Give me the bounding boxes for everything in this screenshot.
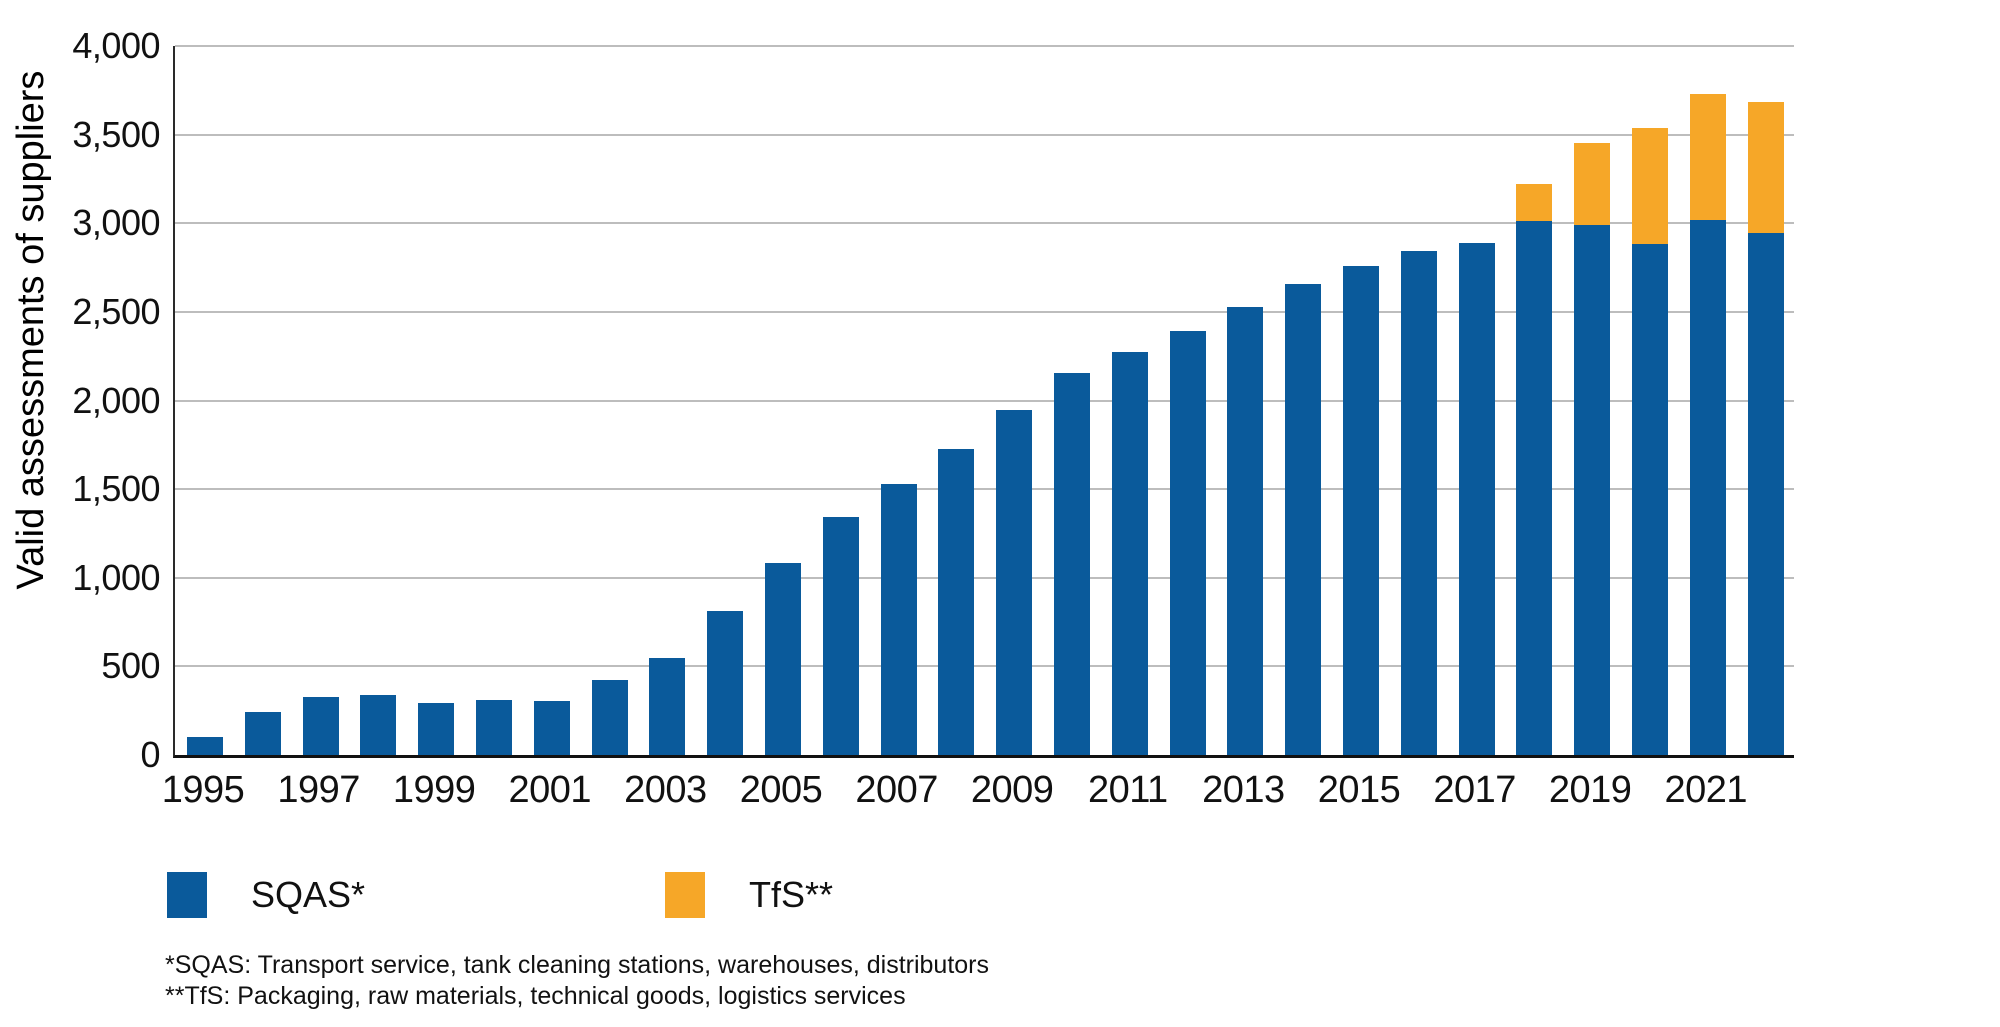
y-tick-label: 2,000 xyxy=(72,379,160,421)
y-tick-label: 500 xyxy=(101,645,160,687)
footnote-tfs: **TfS: Packaging, raw materials, technic… xyxy=(165,982,906,1010)
bar-2002-sqas xyxy=(591,679,628,755)
x-tick-label: 2001 xyxy=(508,769,592,811)
y-tick-label: 1,500 xyxy=(72,468,160,510)
tfs-color-swatch xyxy=(665,872,706,918)
y-tick-label: 1,000 xyxy=(72,556,160,598)
gridline xyxy=(175,576,1794,579)
bar-2003-sqas xyxy=(649,658,686,755)
bar-2009-sqas xyxy=(996,410,1033,755)
bar-2006-sqas xyxy=(822,516,859,755)
legend: SQAS* TfS** xyxy=(167,872,833,918)
x-tick-label: 2005 xyxy=(739,769,823,811)
bar-2005-sqas xyxy=(765,562,801,755)
gridline xyxy=(175,665,1794,668)
legend-label-sqas: SQAS* xyxy=(251,874,366,915)
footnote-sqas: *SQAS: Transport service, tank cleaning … xyxy=(165,951,989,979)
bar-1996-sqas xyxy=(244,712,281,755)
x-tick-label: 2009 xyxy=(970,769,1054,811)
bar-2019-tfs xyxy=(1574,142,1611,226)
x-tick-label: 2003 xyxy=(624,769,707,811)
footnotes: *SQAS: Transport service, tank cleaning … xyxy=(165,950,989,1012)
x-tick-label: 1997 xyxy=(277,769,360,811)
bar-2020-sqas xyxy=(1632,243,1668,755)
plot-area xyxy=(173,45,1794,758)
x-tick-label: 2011 xyxy=(1087,769,1168,811)
bar-2015-sqas xyxy=(1343,265,1379,755)
bar-1995-sqas xyxy=(187,737,223,755)
bar-2018-tfs xyxy=(1516,184,1553,222)
bar-2001-sqas xyxy=(533,700,570,755)
x-tick-label: 2015 xyxy=(1317,769,1401,811)
bar-2018-sqas xyxy=(1516,221,1553,755)
gridline xyxy=(175,488,1794,491)
x-tick-label: 2021 xyxy=(1664,769,1748,811)
bar-1999-sqas xyxy=(418,702,455,755)
legend-item-tfs: TfS** xyxy=(665,872,833,918)
x-tick-label: 1995 xyxy=(161,769,245,811)
x-tick-label: 1999 xyxy=(392,769,476,811)
bar-2022-sqas xyxy=(1747,233,1784,755)
gridline xyxy=(175,45,1794,47)
bar-2016-sqas xyxy=(1400,250,1437,755)
x-tick-label: 2017 xyxy=(1433,769,1516,811)
y-tick-label: 3,000 xyxy=(72,202,160,244)
bar-2019-sqas xyxy=(1574,225,1611,755)
gridline xyxy=(175,399,1794,402)
y-tick-label: 3,500 xyxy=(72,113,160,155)
y-tick-label: 2,500 xyxy=(72,290,160,332)
bar-2021-sqas xyxy=(1689,219,1726,755)
legend-label-tfs: TfS** xyxy=(749,874,834,915)
bar-2010-sqas xyxy=(1054,373,1090,755)
legend-item-sqas: SQAS* xyxy=(167,872,365,918)
x-tick-label: 2007 xyxy=(855,769,938,811)
x-tick-label: 2013 xyxy=(1202,769,1285,811)
bar-2008-sqas xyxy=(938,449,975,755)
y-tick-label: 0 xyxy=(140,734,160,775)
bar-2017-sqas xyxy=(1458,242,1495,755)
bar-1997-sqas xyxy=(302,696,339,755)
bar-2013-sqas xyxy=(1227,306,1264,755)
bar-2021-tfs xyxy=(1689,93,1726,220)
sqas-color-swatch xyxy=(167,872,207,918)
bar-2007-sqas xyxy=(880,483,917,755)
bar-2000-sqas xyxy=(476,700,512,755)
gridline xyxy=(175,222,1794,225)
gridline xyxy=(175,310,1794,313)
bar-2022-tfs xyxy=(1747,101,1784,233)
bar-2004-sqas xyxy=(707,610,744,755)
bar-2020-tfs xyxy=(1632,127,1668,244)
bar-1998-sqas xyxy=(360,694,397,755)
bar-2014-sqas xyxy=(1285,283,1322,755)
gridline xyxy=(175,133,1794,136)
x-tick-label: 2019 xyxy=(1548,769,1632,811)
bar-2012-sqas xyxy=(1169,331,1206,755)
bar-2011-sqas xyxy=(1111,351,1148,755)
y-tick-label: 4,000 xyxy=(72,25,160,66)
